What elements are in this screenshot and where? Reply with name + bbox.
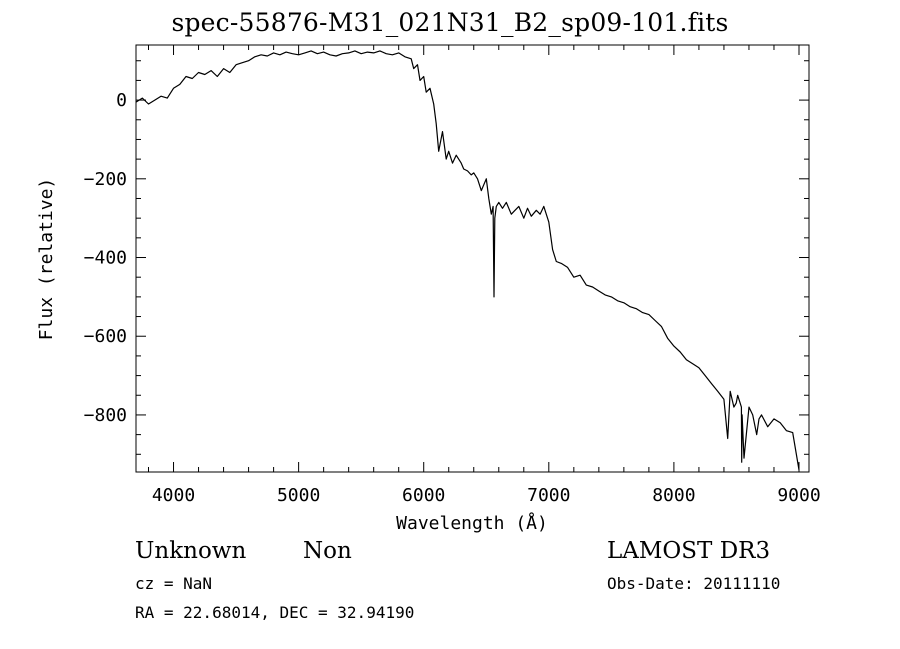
- y-axis-label: Flux (relative): [36, 178, 57, 341]
- x-tick-label: 6000: [402, 485, 445, 506]
- x-tick-label: 5000: [277, 485, 320, 506]
- obs-date-label: Obs-Date: 20111110: [607, 574, 781, 593]
- x-axis-label: Wavelength (Å): [396, 512, 548, 534]
- chart-title: spec-55876-M31_021N31_B2_sp09-101.fits: [171, 8, 729, 37]
- y-tick-label: −800: [84, 405, 127, 426]
- y-tick-label: −400: [84, 248, 127, 269]
- coordinates-label: RA = 22.68014, DEC = 32.94190: [135, 603, 415, 622]
- object-class-label: Unknown: [135, 538, 247, 564]
- spectrum-line: [135, 50, 800, 471]
- survey-label: LAMOST DR3: [607, 538, 771, 564]
- y-tick-label: 0: [116, 90, 127, 111]
- y-tick-label: −600: [84, 326, 127, 347]
- object-subclass-label: Non: [303, 538, 352, 564]
- series-layer: [135, 50, 800, 471]
- x-tick-label: 7000: [527, 485, 570, 506]
- y-tick-label: −200: [84, 169, 127, 190]
- x-tick-label: 8000: [652, 485, 695, 506]
- plot-frame: [135, 44, 810, 473]
- tick-labels: 4000 5000 6000 7000 8000 9000 0 −200 −400 −600 −80…: [84, 90, 821, 506]
- x-tick-label: 9000: [777, 485, 820, 506]
- axis-ticks: [136, 45, 809, 472]
- redshift-label: cz = NaN: [135, 574, 213, 593]
- x-tick-label: 4000: [152, 485, 195, 506]
